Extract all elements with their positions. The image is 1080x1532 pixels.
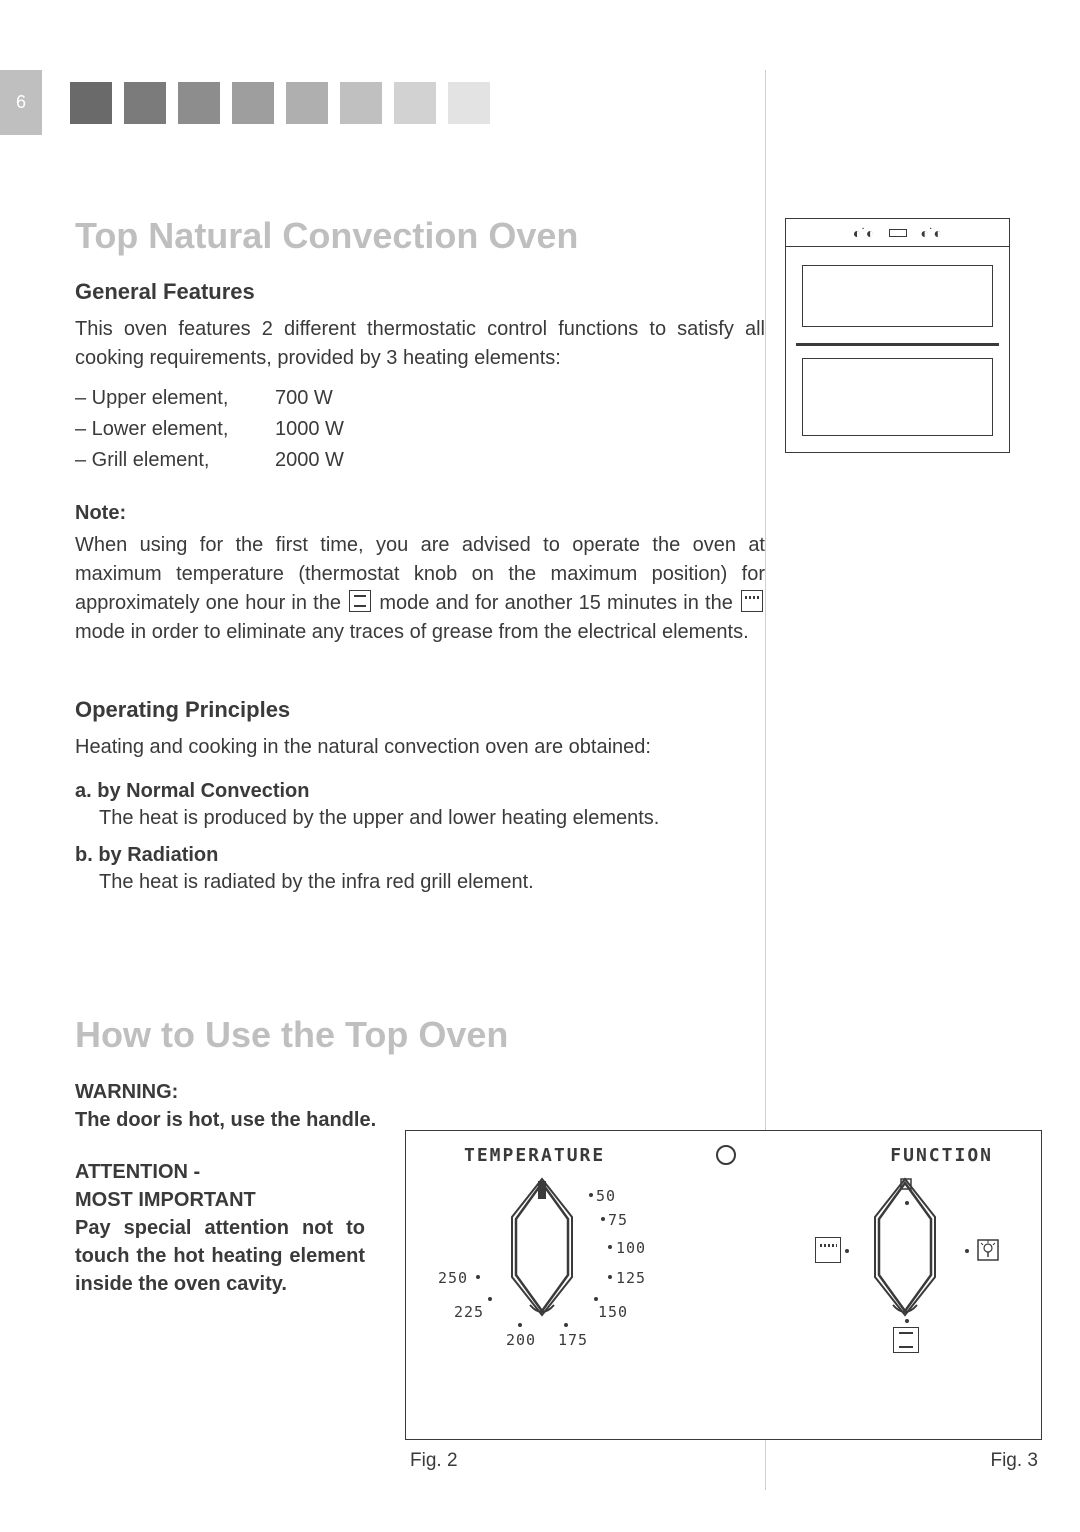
figure-caption: Fig. 2 — [410, 1450, 458, 1472]
tick-dot — [589, 1193, 593, 1197]
control-knobs-figure: TEMPERATURE FUNCTION 50 75 100 125 150 1… — [405, 1130, 1042, 1440]
tick-dot — [608, 1275, 612, 1279]
page-header: 6 — [0, 70, 502, 135]
temperature-knob — [502, 1177, 582, 1317]
indicator-light-icon — [716, 1145, 736, 1165]
element-label: – Grill element, — [75, 449, 275, 472]
decorative-square — [178, 82, 220, 124]
warning-block: WARNING: The door is hot, use the handle… — [75, 1078, 395, 1134]
function-label: FUNCTION — [890, 1145, 993, 1166]
tick-dot — [601, 1217, 605, 1221]
element-label: – Upper element, — [75, 387, 275, 410]
tick-dot — [608, 1245, 612, 1249]
tick-dot — [594, 1297, 598, 1301]
decorative-square — [124, 82, 166, 124]
temp-tick: 50 — [596, 1187, 616, 1205]
tick-dot — [518, 1323, 522, 1327]
note-label: Note: — [75, 502, 765, 525]
page-title: How to Use the Top Oven — [75, 1014, 765, 1056]
warning-text: The door is hot, use the handle. — [75, 1106, 395, 1134]
note-text: When using for the first time, you are a… — [75, 531, 765, 647]
decorative-square — [340, 82, 382, 124]
upper-oven-cavity — [802, 265, 993, 327]
figure-caption: Fig. 3 — [990, 1450, 1038, 1472]
decorative-squares — [70, 82, 502, 124]
operating-intro: Heating and cooking in the natural conve… — [75, 733, 765, 762]
tick-dot — [845, 1249, 849, 1253]
temp-tick: 250 — [438, 1269, 468, 1287]
heating-element-row: – Upper element,700 W — [75, 387, 765, 410]
decorative-square — [286, 82, 328, 124]
note-text-part: mode in order to eliminate any traces of… — [75, 621, 749, 643]
warning-label: WARNING: — [75, 1078, 395, 1106]
element-wattage: 1000 W — [275, 418, 344, 441]
decorative-square — [394, 82, 436, 124]
element-wattage: 700 W — [275, 387, 333, 410]
grill-function-icon — [815, 1237, 841, 1263]
temperature-label: TEMPERATURE — [464, 1145, 605, 1166]
temp-tick: 125 — [616, 1269, 646, 1287]
temp-tick: 175 — [558, 1331, 588, 1349]
tick-dot — [488, 1297, 492, 1301]
heating-element-row: – Lower element,1000 W — [75, 418, 765, 441]
note-text-part: mode and for another 15 minutes in the — [373, 592, 739, 614]
oven-divider — [796, 343, 999, 346]
subitem-heading: b. by Radiation — [75, 844, 765, 867]
temp-tick: 75 — [608, 1211, 628, 1229]
page-number-tab: 6 — [0, 70, 42, 135]
oven-front-diagram: ◐˙◐ ◐˙◐ — [785, 218, 1010, 453]
heating-elements-list: – Upper element,700 W– Lower element,100… — [75, 387, 765, 472]
attention-text: Pay special attention not to touch the h… — [75, 1214, 365, 1298]
heating-element-row: – Grill element,2000 W — [75, 449, 765, 472]
knob-icon: ◐˙◐ — [921, 225, 943, 241]
operating-section: Operating Principles Heating and cooking… — [75, 697, 765, 894]
decorative-square — [232, 82, 274, 124]
convection-function-icon — [893, 1327, 919, 1353]
subitem-text: The heat is produced by the upper and lo… — [99, 807, 765, 830]
page-title: Top Natural Convection Oven — [75, 215, 765, 257]
light-function-icon — [975, 1237, 1001, 1263]
element-label: – Lower element, — [75, 418, 275, 441]
knob-icon: ◐˙◐ — [853, 225, 875, 241]
temp-tick: 100 — [616, 1239, 646, 1257]
temp-tick: 225 — [454, 1303, 484, 1321]
general-intro: This oven features 2 different thermosta… — [75, 315, 765, 373]
element-wattage: 2000 W — [275, 449, 344, 472]
lower-oven-cavity — [802, 358, 993, 436]
attention-label: MOST IMPORTANT — [75, 1186, 365, 1214]
decorative-square — [70, 82, 112, 124]
section-heading: Operating Principles — [75, 697, 765, 723]
oven-control-strip: ◐˙◐ ◐˙◐ — [786, 219, 1009, 247]
temp-tick: 150 — [598, 1303, 628, 1321]
convection-icon — [349, 590, 371, 612]
tick-dot — [965, 1249, 969, 1253]
temp-tick: 200 — [506, 1331, 536, 1349]
attention-block: ATTENTION - MOST IMPORTANT Pay special a… — [75, 1158, 365, 1298]
subitem-heading: a. by Normal Convection — [75, 780, 765, 803]
off-position-icon — [893, 1171, 919, 1197]
tick-dot — [476, 1275, 480, 1279]
subitem-text: The heat is radiated by the infra red gr… — [99, 871, 765, 894]
tick-dot — [905, 1201, 909, 1205]
function-knob — [865, 1177, 945, 1317]
tick-dot — [564, 1323, 568, 1327]
display-icon — [889, 229, 907, 237]
section-heading: General Features — [75, 279, 765, 305]
decorative-square — [448, 82, 490, 124]
tick-dot — [905, 1319, 909, 1323]
attention-label: ATTENTION - — [75, 1158, 365, 1186]
grill-icon — [741, 590, 763, 612]
